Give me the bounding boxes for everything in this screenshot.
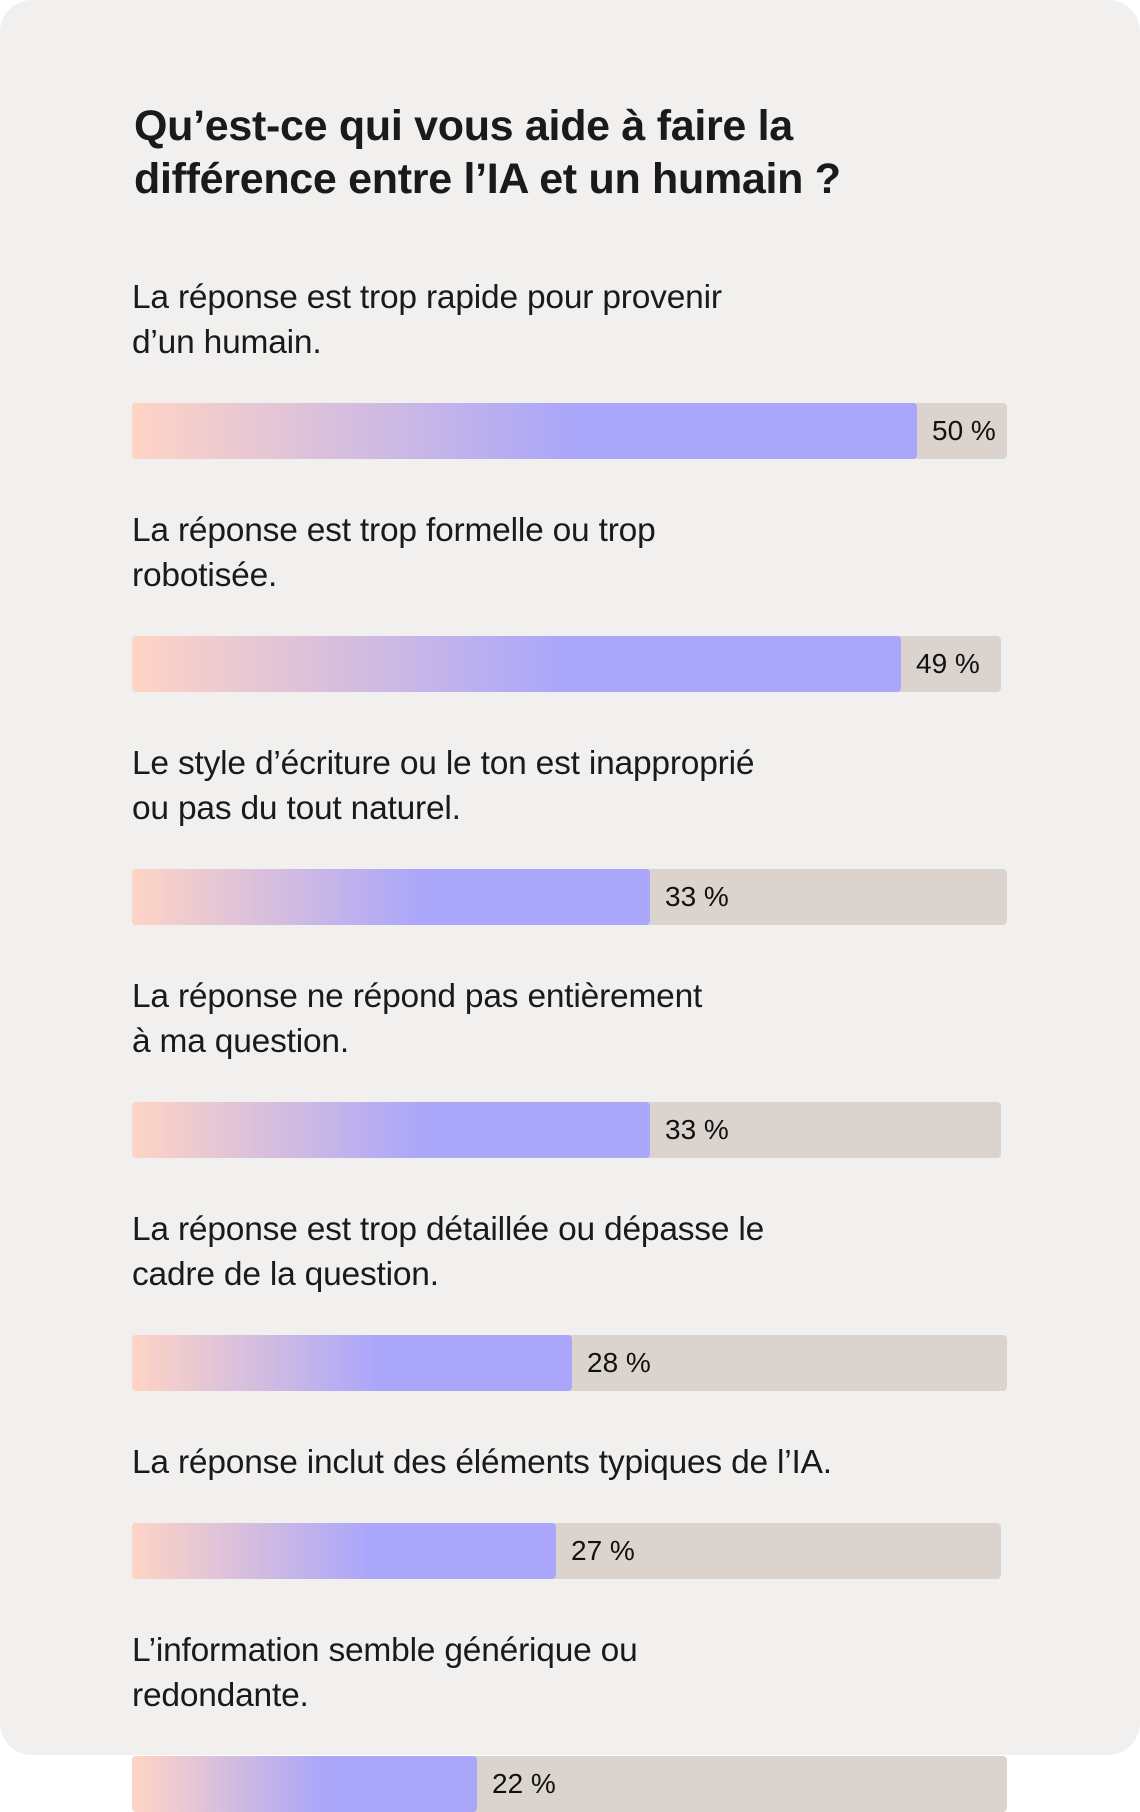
bar-list: La réponse est trop rapide pour provenir… <box>132 275 1007 1812</box>
bar-label: La réponse est trop détaillée ou dépasse… <box>132 1207 1007 1297</box>
bar-track: 22 % <box>132 1756 1007 1812</box>
bar-value-label: 49 % <box>916 648 980 679</box>
bar-label: La réponse est trop rapide pour provenir… <box>132 275 1007 365</box>
bar-label-line: La réponse est trop formelle ou trop <box>132 512 656 549</box>
bar-item: La réponse est trop rapide pour provenir… <box>132 275 1007 459</box>
bar-item: L’information semble générique ou redonda… <box>132 1628 1007 1812</box>
bar-value-label: 28 % <box>587 1347 651 1378</box>
bar-label-line: La réponse inclut des éléments typiques … <box>132 1444 832 1481</box>
bar-label-line: L’information semble générique ou <box>132 1632 638 1669</box>
bar-fill <box>132 403 917 459</box>
bar-label-line: cadre de la question. <box>132 1256 439 1293</box>
bar-label-line: La réponse est trop rapide pour provenir <box>132 279 722 316</box>
bar-track: 33 % <box>132 1102 1001 1158</box>
bar-fill <box>132 1335 572 1391</box>
bar-track: 27 % <box>132 1523 1001 1579</box>
bar-track: 28 % <box>132 1335 1007 1391</box>
bar-label: La réponse inclut des éléments typiques … <box>132 1440 1007 1485</box>
bar-label-line: La réponse ne répond pas entièrement <box>132 978 703 1015</box>
chart-title: Qu’est-ce qui vous aide à faire la diffé… <box>134 100 994 206</box>
bar-label-line: La réponse est trop détaillée ou dépasse… <box>132 1211 765 1248</box>
bar-fill <box>132 636 901 692</box>
bar-label-line: à ma question. <box>132 1023 349 1060</box>
bar-item: La réponse est trop détaillée ou dépasse… <box>132 1207 1007 1391</box>
bar-fill <box>132 1523 556 1579</box>
bar-label: L’information semble générique ou redonda… <box>132 1628 1007 1718</box>
bar-track: 49 % <box>132 636 1001 692</box>
chart-title-line: Qu’est-ce qui vous aide à faire la <box>134 102 793 150</box>
bar-item: Le style d’écriture ou le ton est inappr… <box>132 741 1007 925</box>
bar-value-label: 27 % <box>571 1535 635 1566</box>
bar-value-label: 50 % <box>932 415 996 446</box>
bar-track: 50 % <box>132 403 1007 459</box>
bar-item: La réponse est trop formelle ou trop robo… <box>132 508 1007 692</box>
bar-item: La réponse ne répond pas entièrement à ma… <box>132 974 1007 1158</box>
bar-label-line: redondante. <box>132 1677 309 1714</box>
bar-value-label: 33 % <box>665 881 729 912</box>
bar-item: La réponse inclut des éléments typiques … <box>132 1440 1007 1579</box>
bar-value-label: 33 % <box>665 1114 729 1145</box>
bar-label-line: Le style d’écriture ou le ton est inappr… <box>132 745 755 782</box>
bar-label-line: ou pas du tout naturel. <box>132 790 461 827</box>
bar-label: La réponse est trop formelle ou trop robo… <box>132 508 1007 598</box>
bar-value-label: 22 % <box>492 1768 556 1799</box>
bar-fill <box>132 869 650 925</box>
bar-label: La réponse ne répond pas entièrement à ma… <box>132 974 1007 1064</box>
bar-label-line: d’un humain. <box>132 324 322 361</box>
bar-fill <box>132 1102 650 1158</box>
bar-label-line: robotisée. <box>132 557 278 594</box>
chart-title-line: différence entre l’IA et un humain ? <box>134 155 841 203</box>
bar-track: 33 % <box>132 869 1007 925</box>
bar-fill <box>132 1756 477 1812</box>
bar-label: Le style d’écriture ou le ton est inappr… <box>132 741 1007 831</box>
